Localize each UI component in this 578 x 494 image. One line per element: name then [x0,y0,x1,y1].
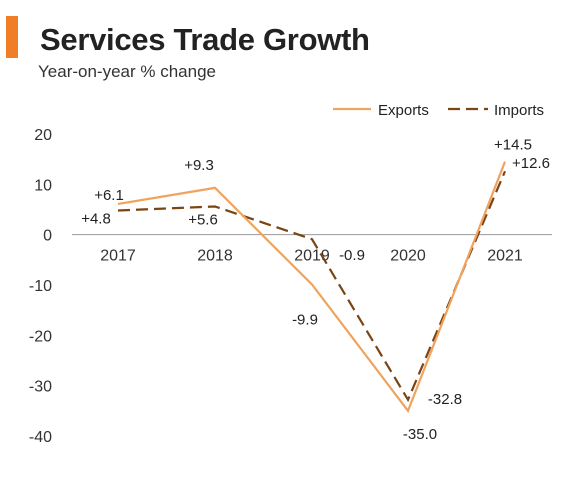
legend-label-exports: Exports [378,102,429,119]
data-label-imports: +5.6 [188,211,218,228]
y-tick-label: 20 [34,127,52,144]
x-tick-label: 2017 [100,248,136,265]
x-tick-label: 2019 [294,248,330,265]
data-label-exports: -9.9 [292,311,318,328]
title-accent-bar [6,16,18,58]
x-tick-label: 2018 [197,248,233,265]
data-label-imports: +4.8 [81,211,111,228]
series-line-imports [117,170,507,403]
legend-label-imports: Imports [494,102,544,119]
data-label-exports: +9.3 [184,157,214,174]
y-tick-label: -10 [29,278,52,295]
x-tick-label: 2021 [487,248,523,265]
chart-title: Services Trade Growth [40,22,370,57]
data-label-imports: -0.9 [339,247,365,264]
y-tick-label: -20 [29,328,52,345]
y-tick-label: 10 [34,177,52,194]
y-tick-label: -30 [29,379,52,396]
data-label-imports: +12.6 [512,155,550,172]
series-line-exports [117,161,507,414]
y-tick-label: -40 [29,429,52,446]
data-label-exports: -35.0 [403,426,437,443]
data-label-exports: +14.5 [494,137,532,154]
y-tick-label: 0 [43,228,52,245]
chart-subtitle: Year-on-year % change [38,62,216,81]
data-label-exports: +6.1 [94,187,124,204]
x-tick-label: 2020 [390,248,426,265]
data-label-imports: -32.8 [428,391,462,408]
